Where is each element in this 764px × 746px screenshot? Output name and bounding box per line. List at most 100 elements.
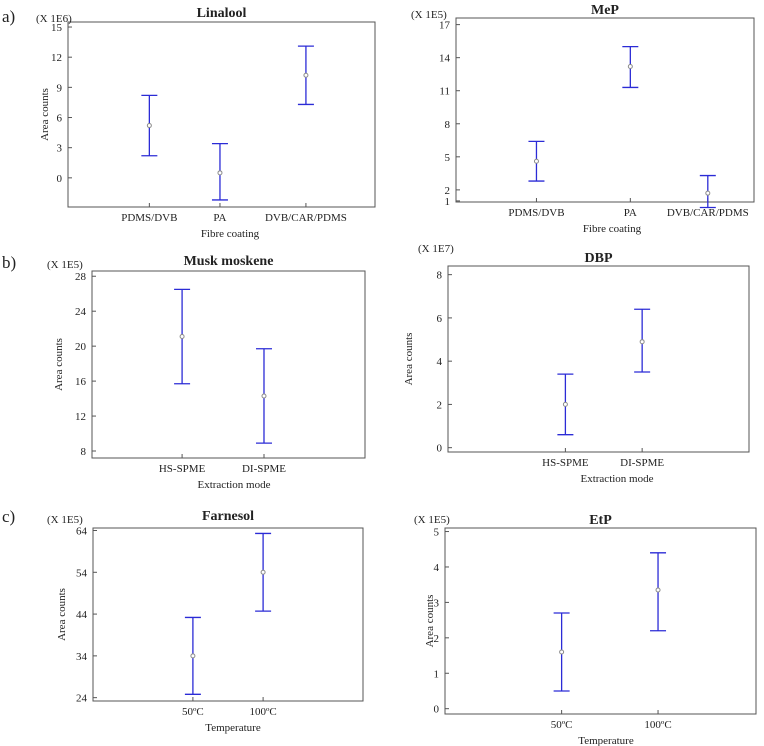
y-tick-label: 15 [51, 22, 63, 34]
x-tick-label: DVB/CAR/PDMS [265, 212, 347, 224]
y-tick-label: 8 [81, 446, 87, 458]
mean-marker [260, 569, 266, 575]
mean-marker [179, 334, 185, 340]
x-tick-label: 50ºC [182, 706, 204, 718]
y-tick-label: 24 [76, 693, 88, 705]
chart-title: Musk moskene [184, 254, 274, 269]
x-tick-label: PDMS/DVB [121, 212, 177, 224]
y-tick-label: 6 [437, 313, 443, 325]
y-tick-label: 0 [437, 443, 443, 455]
mean-marker [261, 393, 267, 399]
mean-marker [705, 190, 711, 196]
scale-label: (X 1E5) [47, 514, 83, 526]
chart-linalool: Linalool (X 1E6) 0 3 6 9 12 15 Area counts PDMS/D… [36, 6, 376, 240]
y-tick-label: 2 [445, 185, 451, 197]
chart-farnesol: Farnesol (X 1E5) 24 34 44 54 64 Area counts 50ºC… [47, 509, 364, 734]
y-tick-label: 64 [76, 526, 88, 538]
y-tick-label: 12 [75, 411, 86, 423]
plot-frame [67, 21, 376, 208]
y-tick-label: 24 [75, 306, 87, 318]
y-tick-label: 4 [434, 562, 440, 574]
y-axis-label: Area counts [56, 588, 68, 641]
x-tick-label: DI-SPME [242, 463, 286, 475]
mean-marker [303, 72, 309, 78]
y-tick-label: 5 [445, 152, 451, 164]
y-tick-label: 9 [57, 82, 63, 94]
x-axis-label: Fibre coating [201, 228, 260, 240]
plot-frame [91, 270, 366, 459]
y-tick-label: 11 [439, 86, 450, 98]
scale-label: (X 1E7) [418, 243, 454, 255]
y-tick-label: 2 [437, 399, 443, 411]
mean-marker [146, 123, 152, 129]
y-tick-label: 4 [437, 356, 443, 368]
mean-marker [217, 170, 223, 176]
y-tick-label: 6 [57, 113, 63, 125]
y-tick-label: 5 [434, 527, 440, 539]
plot-frame [447, 265, 750, 453]
chart-title: EtP [589, 513, 612, 528]
y-tick-label: 1 [434, 668, 440, 680]
y-tick-label: 2 [434, 633, 440, 645]
x-axis-label: Extraction mode [197, 479, 270, 491]
chart-title: Linalool [197, 6, 247, 21]
chart-dbp: DBP (X 1E7) 0 2 4 6 8 Area counts HS-SPME DI-SPME… [403, 243, 750, 485]
chart-title: DBP [585, 251, 613, 266]
scale-label: (X 1E5) [411, 9, 447, 21]
y-axis-label: Area counts [53, 338, 65, 391]
panel-label-c: c) [2, 507, 15, 526]
x-axis-label: Temperature [205, 722, 261, 734]
x-tick-label: DI-SPME [620, 457, 664, 469]
plot-frame [455, 17, 755, 203]
y-tick-label: 16 [75, 376, 87, 388]
y-axis-label: Area counts [424, 595, 436, 648]
scale-label: (X 1E6) [36, 13, 72, 25]
mean-marker [562, 401, 568, 407]
x-tick-label: HS-SPME [159, 463, 206, 475]
x-tick-label: 100ºC [249, 706, 276, 718]
y-tick-label: 28 [75, 271, 87, 283]
mean-marker [190, 653, 196, 659]
y-tick-label: 1 [445, 196, 451, 208]
x-tick-label: HS-SPME [542, 457, 589, 469]
mean-marker [627, 63, 633, 69]
y-tick-label: 14 [439, 53, 451, 65]
x-axis-label: Fibre coating [583, 223, 642, 235]
x-tick-label: DVB/CAR/PDMS [667, 207, 749, 219]
scale-label: (X 1E5) [47, 259, 83, 271]
y-tick-label: 12 [51, 52, 62, 64]
mean-marker [559, 649, 565, 655]
x-axis-label: Extraction mode [580, 473, 653, 485]
y-tick-label: 8 [437, 270, 443, 282]
x-tick-label: 100ºC [644, 719, 671, 731]
y-tick-label: 34 [76, 651, 88, 663]
panel-label-a: a) [2, 7, 15, 26]
chart-etp: EtP (X 1E5) 0 1 2 3 4 5 Area counts 50ºC 100ºC Temp… [414, 513, 757, 746]
y-tick-label: 17 [439, 20, 451, 32]
x-axis-label: Temperature [578, 735, 634, 746]
mean-marker [533, 158, 539, 164]
plot-frame [92, 527, 364, 702]
chart-title: MeP [591, 3, 619, 18]
chart-mep: MeP (X 1E5) 12 5 8 11 14 17 PDMS/DVB PA DVB/CAR/PD… [411, 3, 755, 235]
x-tick-label: PA [624, 207, 637, 219]
y-tick-label: 0 [57, 173, 63, 185]
y-axis-label: Area counts [39, 88, 51, 141]
y-tick-label: 20 [75, 341, 87, 353]
y-tick-label: 8 [445, 119, 451, 131]
x-tick-label: PDMS/DVB [508, 207, 564, 219]
scale-label: (X 1E5) [414, 514, 450, 526]
y-tick-label: 54 [76, 567, 88, 579]
y-tick-label: 3 [434, 597, 440, 609]
plot-frame [444, 527, 757, 715]
chart-title: Farnesol [202, 509, 254, 524]
mean-marker [655, 587, 661, 593]
y-tick-label: 0 [434, 704, 440, 716]
y-tick-label: 44 [76, 609, 88, 621]
mean-marker [639, 339, 645, 345]
panel-label-b: b) [2, 253, 16, 272]
x-tick-label: 50ºC [551, 719, 573, 731]
y-tick-label: 3 [57, 143, 63, 155]
